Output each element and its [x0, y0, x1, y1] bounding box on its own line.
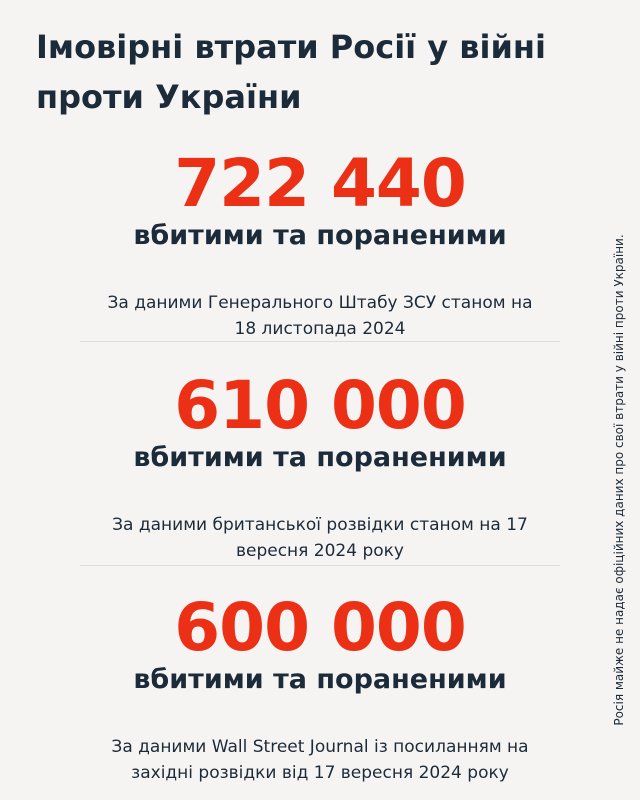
stat-source: За даними британської розвідки станом на… — [112, 515, 528, 561]
stat-source: За даними Wall Street Journal із посилан… — [111, 737, 529, 783]
stat-block-general-staff: 722 440 вбитими та пораненими За даними … — [80, 146, 560, 342]
stat-block-wall-street-journal: 600 000 вбитими та пораненими За даними … — [80, 590, 560, 786]
stat-label: вбитими та пораненими — [133, 442, 507, 473]
stat-number: 600 000 — [174, 589, 467, 666]
page-title: Імовірні втрати Росії у війні проти Укра… — [36, 28, 546, 116]
divider — [80, 565, 560, 566]
side-note: Росія майже не надає офіційних даних про… — [612, 234, 626, 726]
stat-source: За даними Генерального Штабу ЗСУ станом … — [107, 293, 533, 339]
stat-block-british-intelligence: 610 000 вбитими та пораненими За даними … — [80, 368, 560, 564]
divider — [80, 341, 560, 342]
stat-number: 610 000 — [174, 367, 467, 444]
stat-label: вбитими та пораненими — [133, 664, 507, 695]
stat-label: вбитими та пораненими — [133, 220, 507, 251]
stat-number: 722 440 — [174, 145, 467, 222]
